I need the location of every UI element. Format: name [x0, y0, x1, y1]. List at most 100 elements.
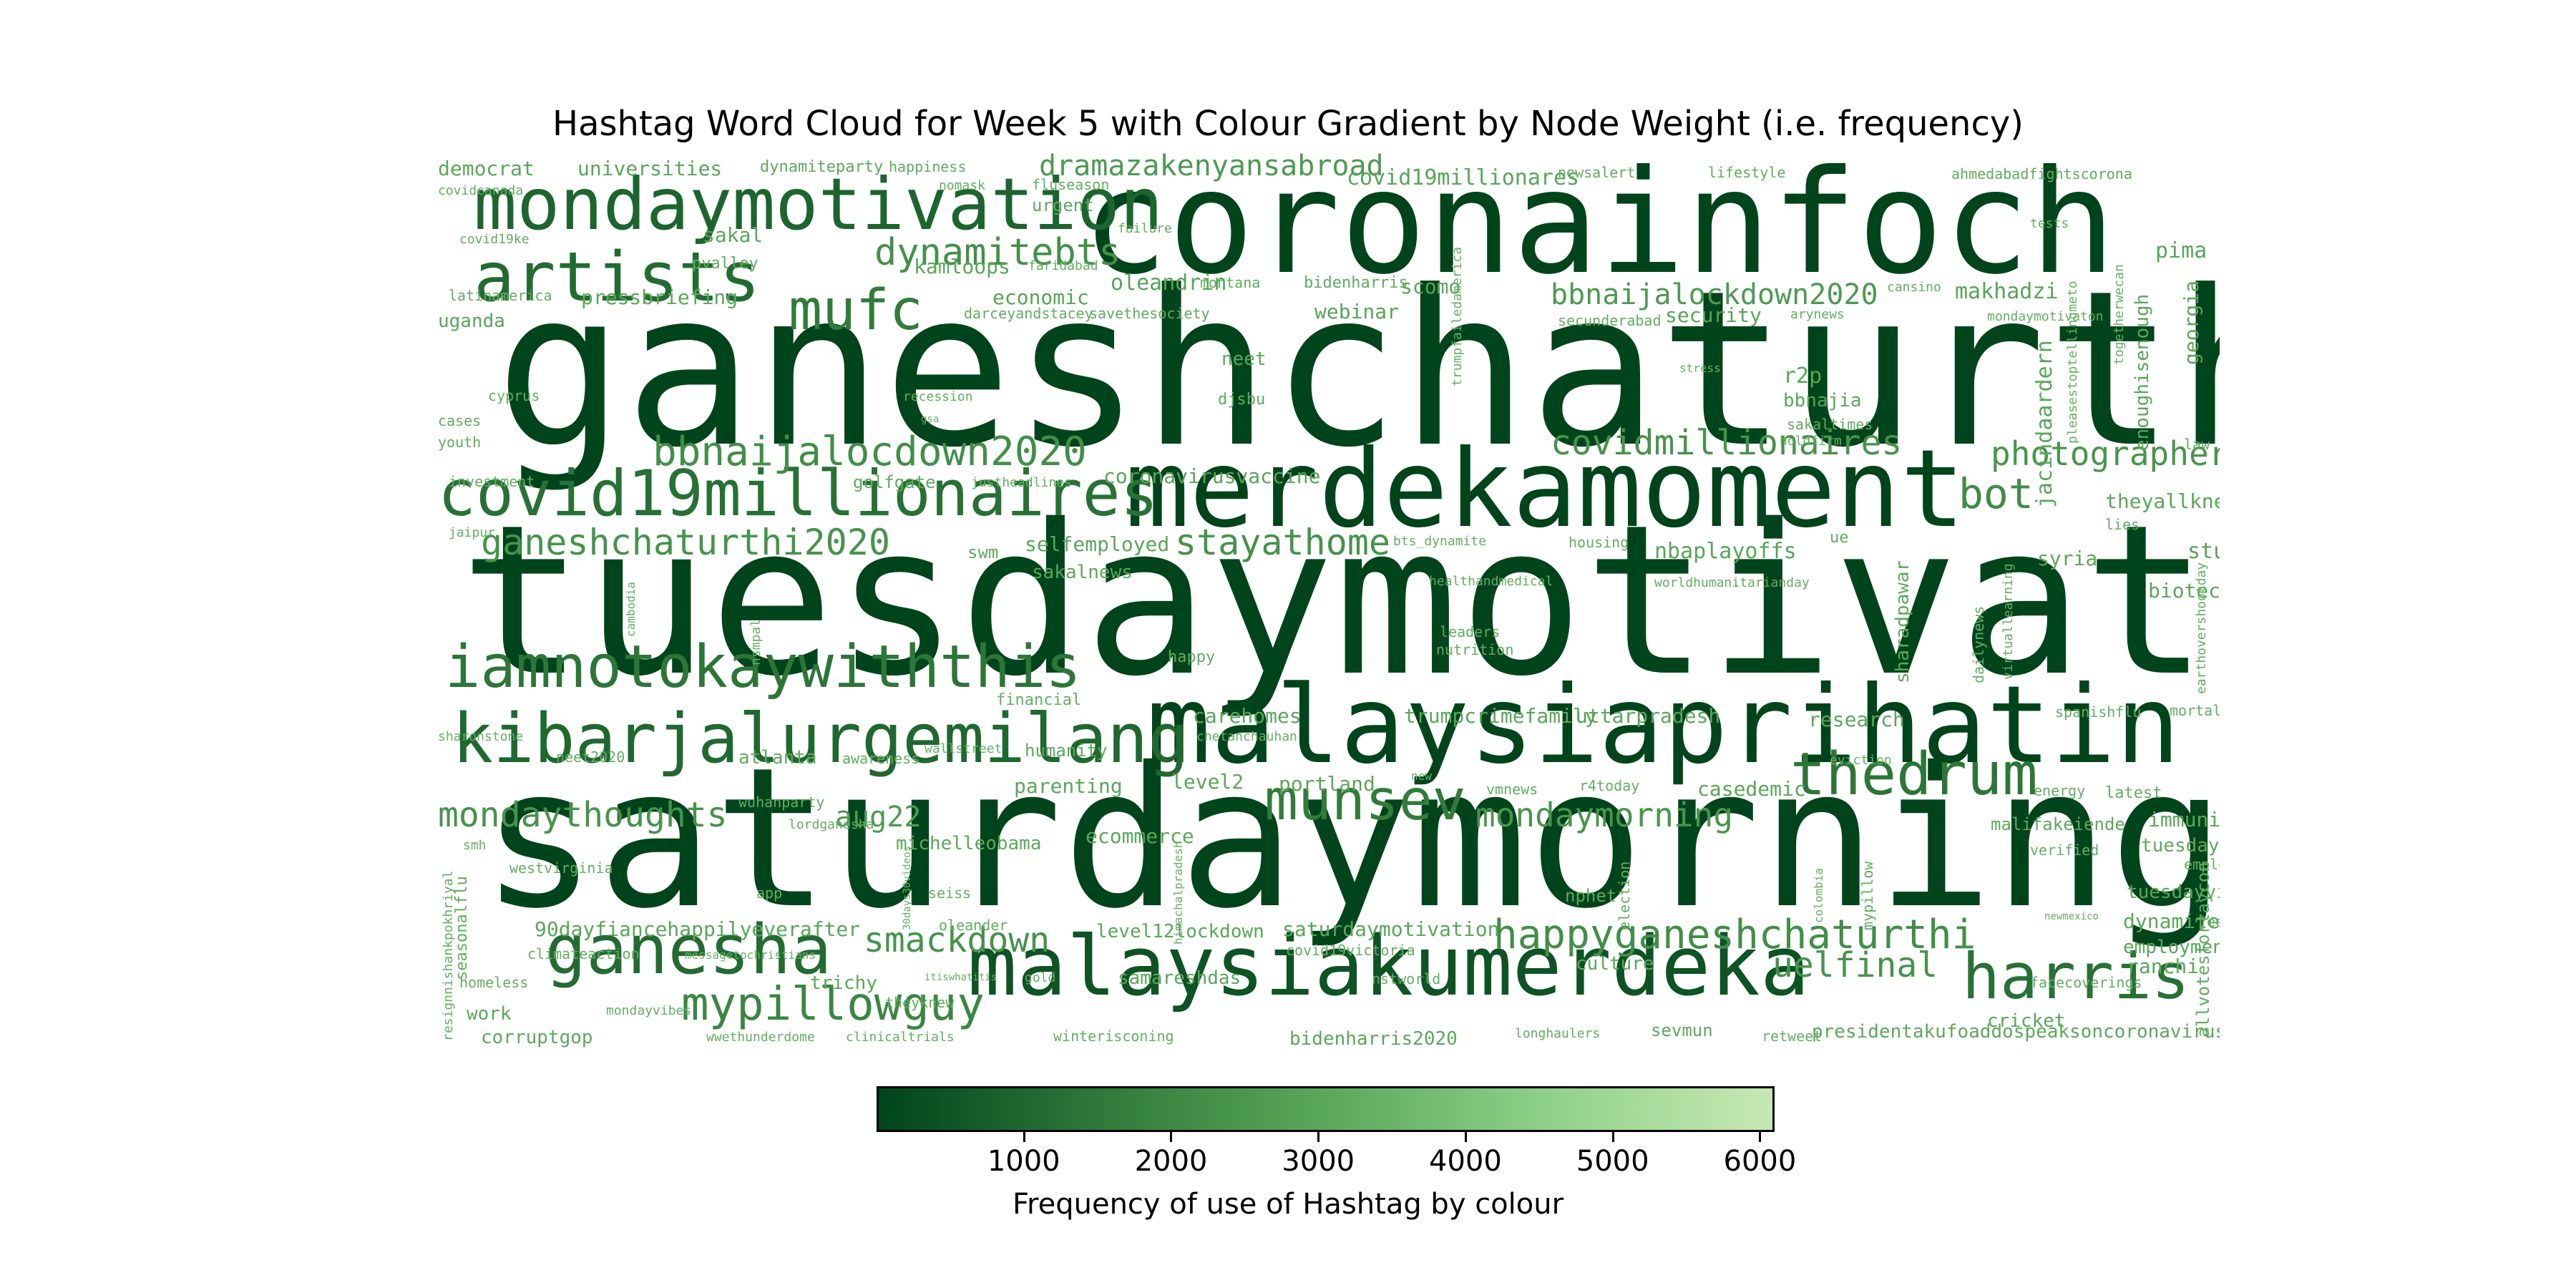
colorbar-tick — [1759, 1132, 1762, 1142]
colorbar-tick — [1464, 1132, 1467, 1142]
word-level12lockdown: level12lockdown — [1096, 921, 1264, 942]
word-thedrum: thedrum — [1790, 741, 2038, 809]
word-mortality: mortality — [2170, 702, 2220, 719]
word-nutrition: nutrition — [1436, 641, 1513, 658]
word-work: work — [467, 1003, 512, 1025]
word-nsmpal: nsmpal — [748, 619, 763, 665]
word-swm: swm — [967, 542, 998, 562]
word-justheadlines: justheadlines — [971, 475, 1072, 490]
word-selfemployed: selfemployed — [1025, 532, 1169, 556]
word-housing: housing — [1568, 534, 1629, 551]
word-wuhanparty: wuhanparty — [738, 794, 824, 811]
word-leaders: leaders — [1440, 623, 1500, 640]
word-latinamerica: latinamerica — [449, 287, 552, 304]
word-uganda: uganda — [438, 311, 505, 332]
word-atlanta: atlanta — [738, 747, 817, 769]
word-sharonstone: sharonstone — [438, 729, 523, 744]
word-sakal: sakal — [703, 223, 763, 247]
word-verified: verified — [2030, 841, 2099, 859]
word-webinar: webinar — [1314, 300, 1399, 323]
word-covid19millionares: covid19millionares — [1347, 165, 1579, 190]
word-malifakeiende: malifakeiende — [1991, 814, 2125, 834]
word-bbnajia: bbnajia — [1783, 390, 1862, 411]
word-healthandmedical: healthandmedical — [1429, 574, 1553, 589]
word-ganeshchaturthi2020: ganeshchaturthi2020 — [481, 522, 890, 563]
word-tuesdayvibes: tuesdayvibes — [2127, 882, 2220, 903]
word-oleandrin: oleandrin — [1111, 270, 1227, 296]
word-itiswhatitis: itiswhatitis — [924, 972, 997, 983]
colorbar-tick-label: 3000 — [1282, 1145, 1355, 1178]
colorbar-tick-label: 4000 — [1429, 1145, 1502, 1178]
colorbar-tick — [1611, 1132, 1614, 1142]
word-neet2020: neet2020 — [556, 748, 625, 766]
word-pleasestoptellingmeto: pleasestoptellingmeto — [2065, 280, 2080, 444]
word-spanishflu: spanishflu — [2055, 703, 2141, 721]
word-earthovershootday: earthovershootday — [2194, 562, 2209, 694]
word-ue: ue — [1830, 529, 1849, 547]
word-mondaymotivation: mondaymotivation — [474, 162, 1163, 246]
word-virtuallearning: virtuallearning — [2001, 563, 2016, 680]
word-malaysiakumerdeka: malaysiakumerdeka — [967, 919, 1810, 1015]
word-nphet: nphet — [1565, 886, 1616, 906]
word-mufc: mufc — [789, 278, 923, 343]
word-dynamitebts: dynamitebts — [874, 231, 1121, 274]
word-dynamite100m: dynamite100m — [2123, 909, 2220, 933]
word-urgent: urgent — [1032, 195, 1094, 215]
word-djsbu: djsbu — [1218, 391, 1265, 409]
word-georgia: georgia — [2180, 280, 2203, 365]
word-humanity: humanity — [1025, 741, 1108, 761]
word-sakalnews: sakalnews — [1032, 562, 1133, 583]
word-enoughisenough: enoughisenough — [2132, 294, 2153, 451]
word-bbnaijalockdown2020: bbnaijalockdown2020 — [1551, 278, 1878, 311]
word-democrat: democrat — [438, 157, 535, 180]
word-pvalley: pvalley — [692, 255, 758, 273]
word-smh: smh — [463, 838, 487, 853]
word-dramazakenyansabroad: dramazakenyansabroad — [1039, 150, 1384, 182]
word-chetanchauhan: chetanchauhan — [1196, 729, 1297, 744]
word-awareness: awareness — [842, 750, 919, 767]
word-economic: economic — [992, 286, 1089, 309]
word-youth: youth — [438, 434, 481, 451]
colorbar-gradient — [879, 1088, 1772, 1130]
word-90dayfiancehappilyeverafter: 90dayfiancehappilyeverafter — [535, 917, 860, 941]
word-sakaltimes: sakaltimes — [1787, 416, 1873, 433]
word-covidmillionaires: covidmillionaires — [1551, 423, 1902, 463]
word-gold: gold — [1025, 970, 1055, 985]
word-culture: culture — [1576, 953, 1654, 975]
word-longhaulers: longhaulers — [1515, 1026, 1600, 1041]
word-stayathome: stayathome — [1175, 522, 1390, 563]
colorbar-tick-label: 1000 — [987, 1145, 1060, 1178]
word-newmexico: newmexico — [2044, 911, 2099, 922]
word-nstworld: nstworld — [1372, 970, 1440, 987]
word-corruptgop: corruptgop — [481, 1027, 593, 1048]
word-lifestyle: lifestyle — [1708, 164, 1785, 181]
word-malaysiaprihatin: malaysiaprihatin — [1146, 663, 2180, 788]
word-jacindaardern: jacindaardern — [2032, 340, 2057, 508]
word-photographer: photographer — [1991, 434, 2220, 473]
word-bot: bot — [1958, 469, 2034, 518]
word-ahmedabadfightscorona: ahmedabadfightscorona — [1951, 165, 2132, 182]
word-election: election — [1616, 862, 1633, 930]
word-allvotesforlaycon: allvotesforlaycon — [2193, 862, 2213, 1038]
word-theyknew: theyknew — [885, 994, 955, 1011]
word-kamloops: kamloops — [914, 255, 1010, 278]
word-nomask: nomask — [939, 178, 985, 193]
word-security: security — [1665, 303, 1762, 327]
word-saturdaymorning: saturdaymorning — [481, 726, 2220, 951]
word-level2: level2 — [1171, 770, 1244, 794]
word-employment: employment — [2123, 937, 2220, 958]
word-uttarpradesh: uttarpradesh — [1576, 704, 1720, 728]
word-munsev: munsev — [1264, 769, 1466, 833]
word-mypillowguy: mypillowguy — [681, 978, 985, 1031]
word-aug22: aug22 — [835, 801, 921, 834]
word-gsa: gsa — [921, 414, 939, 425]
word-mypillow: mypillow — [1859, 861, 1876, 930]
word-pressbriefing: pressbriefing — [581, 286, 738, 309]
word-oleander: oleander — [939, 917, 1008, 934]
colorbar-tick-label: 6000 — [1723, 1145, 1797, 1178]
word-ecommerce: ecommerce — [1085, 824, 1194, 848]
word-newsalert: newsalert — [1558, 164, 1635, 181]
word-nbaplayoffs: nbaplayoffs — [1654, 539, 1797, 564]
word-trichy: trichy — [810, 972, 877, 994]
